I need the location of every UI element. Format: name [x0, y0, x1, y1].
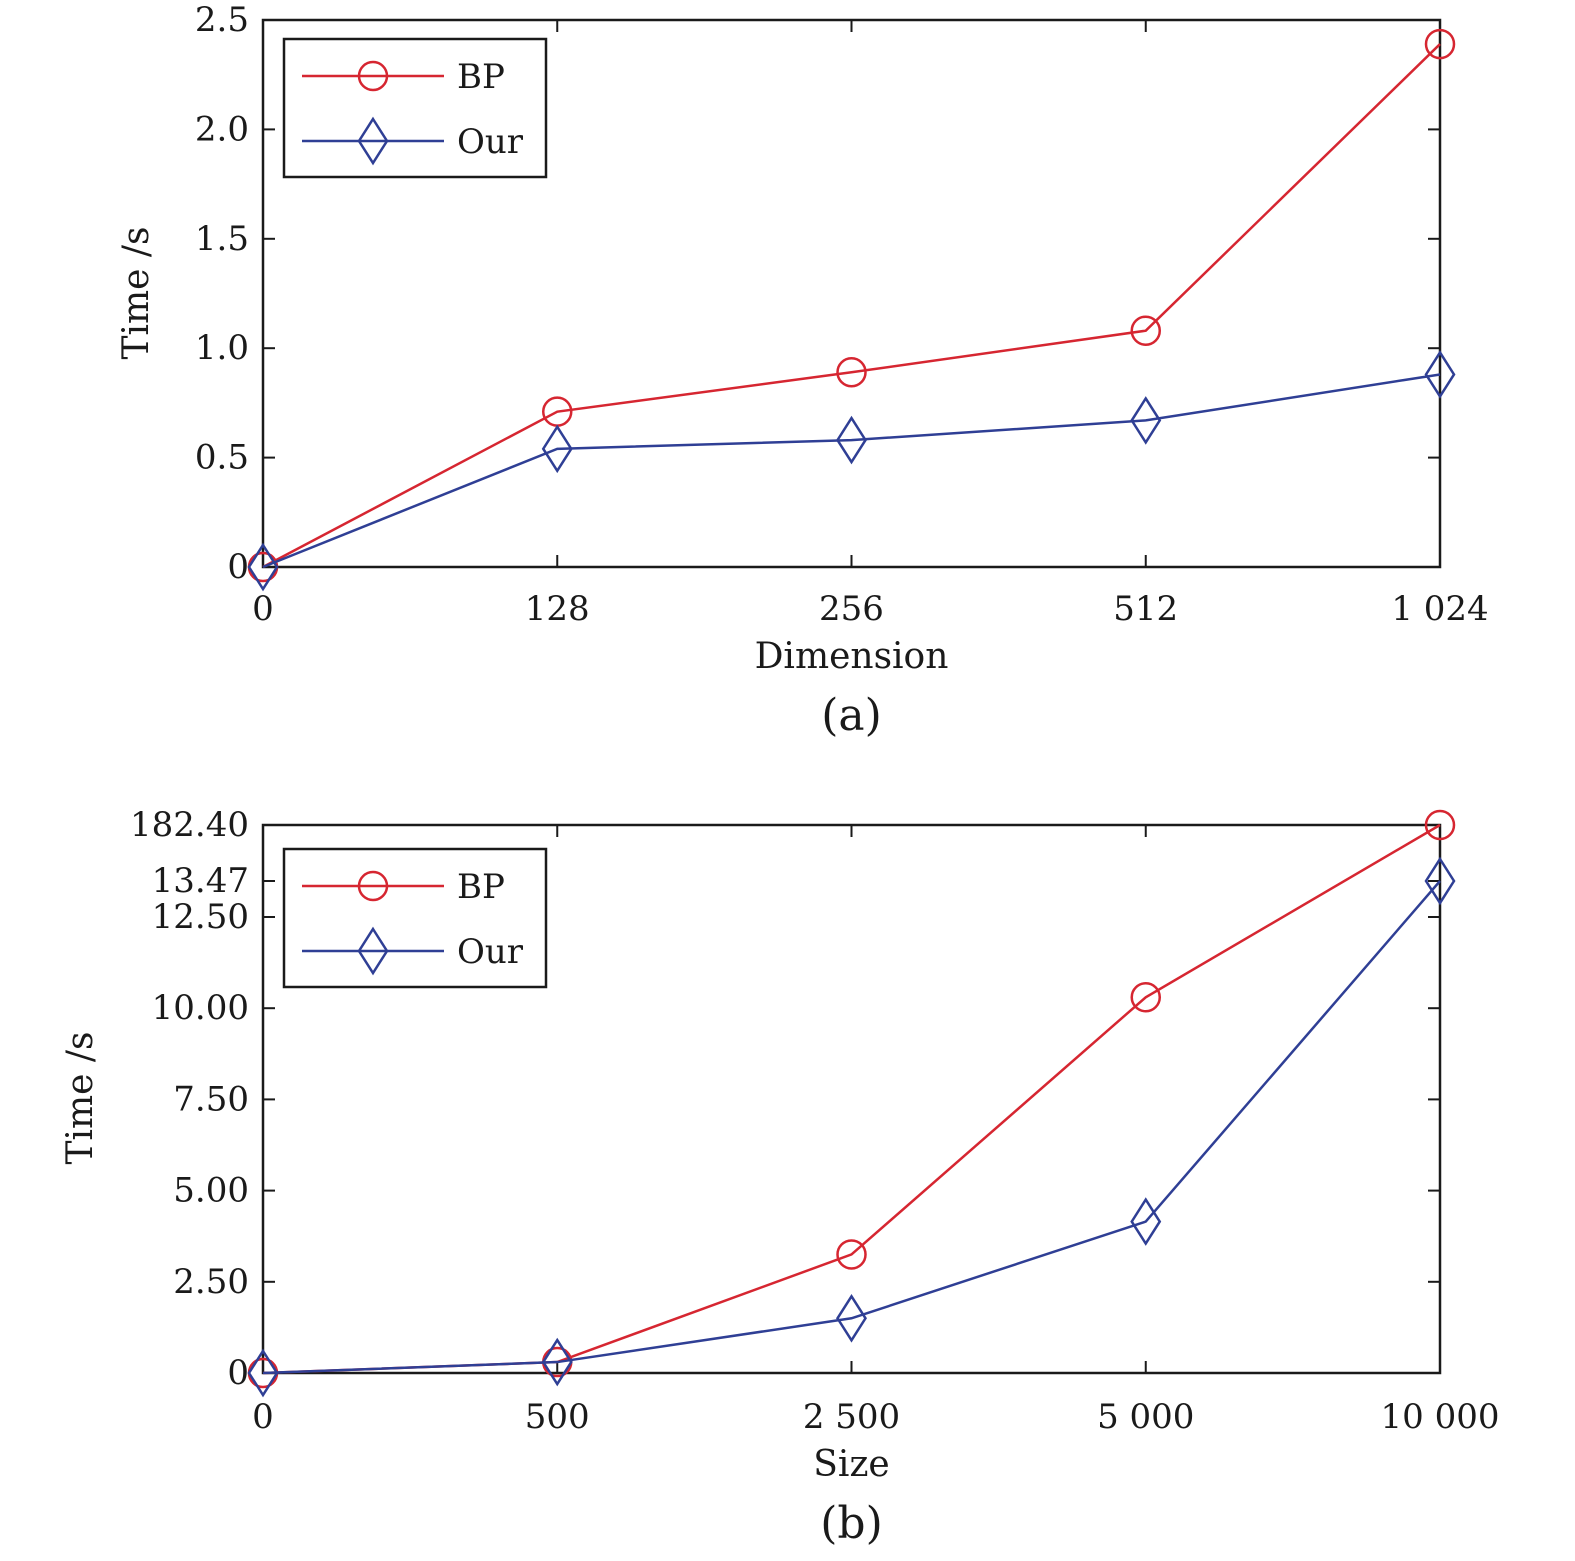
x-tick-label: 2 500: [803, 1397, 900, 1437]
y-axis-title: Time /s: [116, 226, 157, 359]
data-point: [1130, 315, 1161, 346]
data-point: [836, 1293, 867, 1343]
data-point: [247, 542, 279, 592]
data-point: [247, 1348, 279, 1398]
chart-panel-a: 0 0.5 1.0 1.5 2.0 2.5 0 128 256 512 1 024 Dimension…: [116, 0, 1489, 741]
y-tick-label: 2.0: [195, 109, 249, 149]
series-our: [247, 350, 1456, 592]
y-tick-label: 182.40: [130, 805, 249, 845]
data-point: [541, 424, 573, 474]
series-line: [262, 880, 1441, 1375]
data-point: [1424, 350, 1456, 399]
y-tick-label: 5.00: [173, 1171, 249, 1211]
x-tick-label: 256: [819, 589, 884, 629]
panel-caption: (b): [820, 1498, 883, 1549]
y-tick-label: 13.47: [152, 861, 249, 901]
x-tick-label: 0: [252, 589, 274, 629]
y-tick-label: 7.50: [173, 1079, 249, 1119]
y-tick-label: 2.50: [173, 1262, 249, 1302]
legend: BP Our: [282, 847, 548, 989]
x-axis-title: Size: [813, 1444, 889, 1485]
legend-marker: [357, 926, 389, 976]
legend-box: [282, 37, 548, 179]
data-point: [1424, 28, 1456, 60]
data-point: [836, 357, 867, 388]
y-tick-label: 0.5: [195, 438, 249, 478]
legend-label: Our: [457, 122, 524, 162]
y-tick-label: 0: [227, 1353, 249, 1393]
data-point: [541, 1337, 573, 1387]
x-tick-label: 128: [525, 589, 590, 629]
data-point: [836, 1239, 867, 1270]
data-point: [1130, 396, 1162, 445]
x-tick-label: 5 000: [1097, 1397, 1194, 1437]
x-tick-label: 10 000: [1381, 1397, 1500, 1437]
series-line: [262, 373, 1441, 569]
legend: BP Our: [282, 37, 548, 179]
x-tick-label: 512: [1113, 589, 1178, 629]
legend-marker: [357, 870, 389, 902]
y-tick-label: 1.0: [195, 328, 249, 368]
y-tick-label: 1.5: [195, 219, 249, 259]
data-point: [1424, 809, 1456, 841]
data-point: [1424, 856, 1456, 906]
x-tick-label: 0: [252, 1397, 274, 1437]
x-tick-label: 500: [525, 1397, 590, 1437]
y-tick-label: 10.00: [152, 988, 249, 1028]
series-our: [247, 856, 1456, 1398]
x-axis-title: Dimension: [755, 636, 949, 677]
legend-label: Our: [457, 932, 524, 972]
data-point: [836, 415, 867, 465]
legend-marker: [357, 116, 389, 166]
legend-box: [282, 847, 548, 989]
y-tick-label: 12.50: [152, 897, 249, 937]
y-tick-label: 0: [227, 547, 249, 587]
legend-label: BP: [457, 57, 505, 97]
panel-caption: (a): [821, 690, 882, 741]
legend-label: BP: [457, 867, 505, 907]
data-point: [1130, 982, 1161, 1013]
data-point: [1130, 1197, 1162, 1246]
x-tick-label: 1 024: [1391, 589, 1488, 629]
legend-marker: [357, 60, 389, 92]
y-axis-title: Time /s: [60, 1031, 101, 1164]
y-tick-label: 2.5: [195, 0, 249, 40]
series-line: [262, 43, 1441, 569]
